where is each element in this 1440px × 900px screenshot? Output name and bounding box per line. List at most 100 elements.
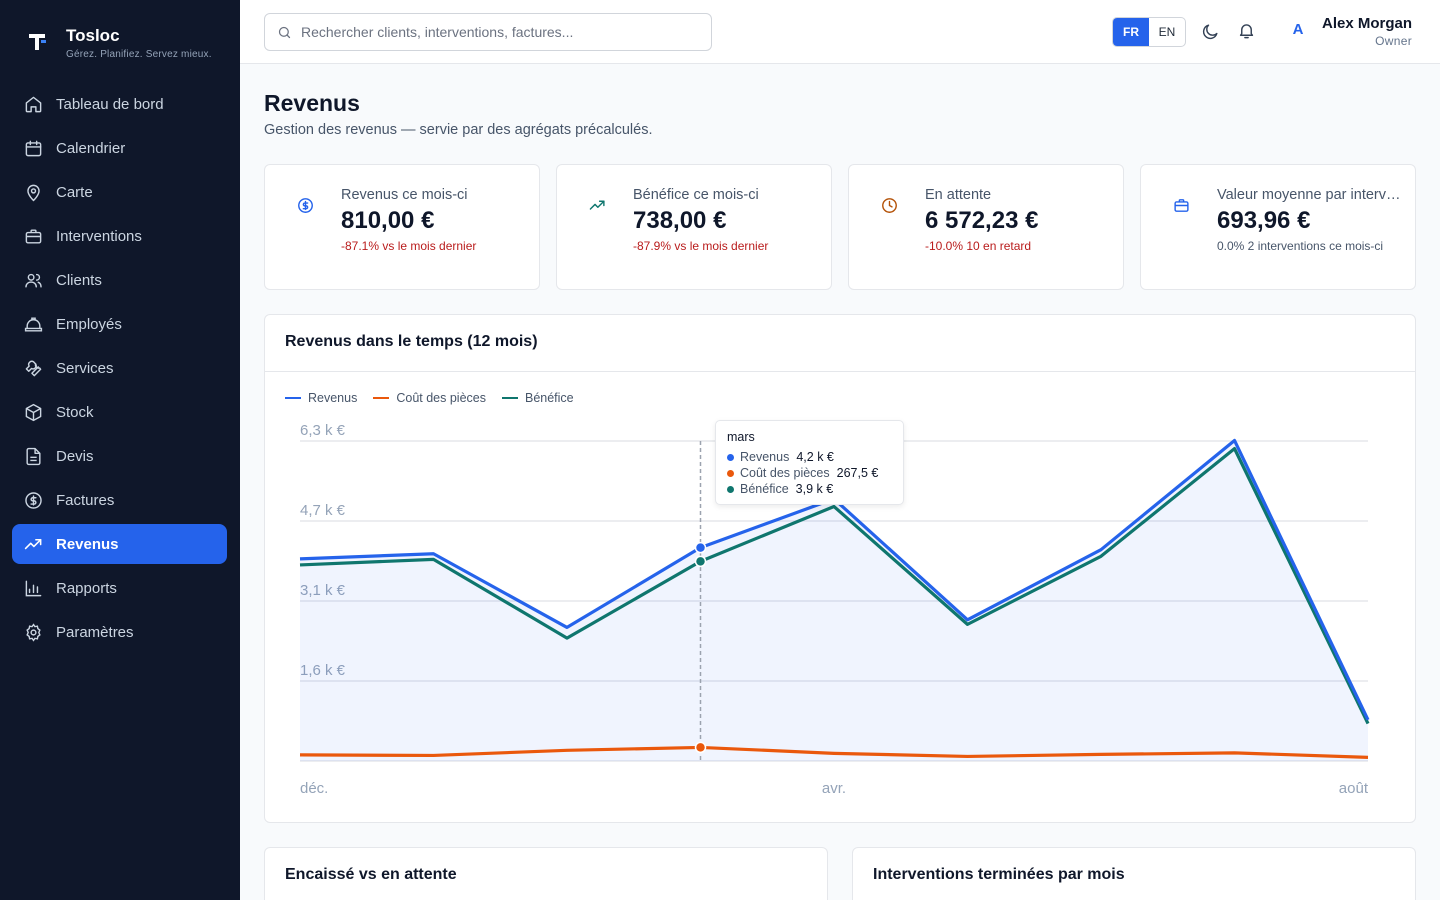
sidebar-item-map[interactable]: Carte	[12, 172, 227, 212]
sidebar-item-label: Services	[56, 359, 114, 377]
series-line-2	[299, 447, 1370, 725]
kpi-label: Revenus ce mois-ci	[341, 187, 468, 203]
kpi-value: 693,96 €	[1217, 207, 1311, 234]
sidebar-item-label: Revenus	[56, 535, 119, 553]
search-input[interactable]	[301, 24, 701, 40]
briefcase-icon	[1174, 199, 1189, 212]
lang-fr-button[interactable]: FR	[1113, 18, 1149, 46]
map-pin-icon	[27, 184, 40, 201]
user-role: Owner	[1375, 34, 1412, 48]
tooltip-row: Bénéfice 3,9 k €	[727, 481, 892, 497]
y-tick-label: 4,7 k €	[300, 502, 346, 519]
legend-swatch	[501, 397, 518, 399]
sidebar-item-stock[interactable]: Stock	[12, 392, 227, 432]
tooltip-dot	[727, 485, 734, 493]
highlight-point-1	[694, 741, 707, 754]
kpi-card-revenue: Revenus ce mois-ci 810,00 € -87.1% vs le…	[264, 164, 540, 290]
tooltip-series-name: Bénéfice	[740, 482, 789, 496]
sidebar-item-label: Factures	[56, 491, 115, 509]
page-subtitle: Gestion des revenus — servie par des agr…	[264, 122, 653, 138]
sidebar-nav: Tableau de bord Calendrier Carte Interve…	[12, 84, 227, 656]
chart-legend: Revenus Coût des pièces Bénéfice	[285, 391, 574, 405]
tooltip-dot	[727, 469, 734, 477]
legend-item-revenue[interactable]: Revenus	[285, 391, 357, 405]
search-box[interactable]	[264, 13, 712, 51]
kpi-delta: -87.9% vs le mois dernier	[633, 239, 769, 253]
avatar[interactable]: A	[1292, 21, 1304, 38]
sidebar-item-label: Stock	[56, 403, 94, 421]
sidebar-item-calendar[interactable]: Calendrier	[12, 128, 227, 168]
briefcase-icon	[25, 228, 42, 244]
search-icon	[278, 26, 291, 38]
lang-en-button[interactable]: EN	[1158, 25, 1176, 39]
topbar: FR EN A Alex Morgan Owner	[240, 0, 1440, 64]
legend-label: Bénéfice	[524, 391, 574, 405]
series-line-1	[299, 745, 1369, 759]
moon-icon[interactable]	[1201, 22, 1220, 41]
tooltip-series-value: 4,2 k €	[796, 450, 834, 464]
highlight-point-2	[694, 555, 707, 568]
legend-label: Coût des pièces	[396, 391, 486, 405]
sidebar-item-services[interactable]: Services	[12, 348, 227, 388]
clock-icon	[882, 198, 897, 213]
sidebar-item-quotes[interactable]: Devis	[12, 436, 227, 476]
trending-up-icon	[24, 538, 42, 549]
legend-item-profit[interactable]: Bénéfice	[501, 391, 574, 405]
page-title: Revenus	[264, 90, 360, 116]
hard-hat-icon	[24, 316, 43, 332]
revenue-line-chart[interactable]: 1,6 k € 3,1 k € 4,7 k € 6,3 k € déc. avr. août	[265, 415, 1415, 845]
sidebar-item-label: Paramètres	[56, 623, 134, 641]
sidebar-item-label: Clients	[56, 271, 102, 289]
divider	[265, 371, 1415, 372]
x-tick-label: avr.	[822, 780, 846, 797]
legend-item-parts-cost[interactable]: Coût des pièces	[373, 391, 486, 405]
kpi-card-average: Valeur moyenne par intervention 693,96 €…	[1140, 164, 1416, 290]
sidebar-item-invoices[interactable]: Factures	[12, 480, 227, 520]
user-menu[interactable]: Alex Morgan Owner	[1322, 15, 1412, 48]
sidebar-item-label: Interventions	[56, 227, 142, 245]
y-tick-label: 6,3 k €	[300, 422, 346, 439]
logo-icon	[29, 34, 46, 50]
sidebar-item-employees[interactable]: Employés	[12, 304, 227, 344]
dollar-circle-icon	[298, 198, 313, 213]
legend-swatch	[373, 397, 390, 399]
sidebar-item-dashboard[interactable]: Tableau de bord	[12, 84, 227, 124]
sidebar-item-reports[interactable]: Rapports	[12, 568, 227, 608]
sidebar-item-settings[interactable]: Paramètres	[12, 612, 227, 652]
bell-icon[interactable]	[1237, 21, 1256, 40]
sidebar-item-revenue[interactable]: Revenus	[12, 524, 227, 564]
wrench-icon	[25, 360, 42, 376]
y-tick-label: 3,1 k €	[300, 582, 346, 599]
sidebar: Tosloc Gérez. Planifiez. Servez mieux. T…	[0, 0, 240, 900]
tooltip-series-value: 3,9 k €	[795, 482, 834, 496]
home-icon	[25, 96, 42, 112]
sidebar-item-label: Rapports	[56, 579, 117, 597]
legend-label: Revenus	[308, 391, 358, 405]
tooltip-dot	[727, 453, 734, 461]
dollar-circle-icon	[25, 491, 42, 509]
x-tick-label: août	[1339, 780, 1369, 797]
brand-name: Tosloc	[66, 26, 120, 45]
kpi-label: Bénéfice ce mois-ci	[633, 187, 759, 203]
file-icon	[26, 447, 41, 465]
sidebar-item-clients[interactable]: Clients	[12, 260, 227, 300]
sidebar-item-label: Employés	[56, 315, 122, 333]
brand-tagline: Gérez. Planifiez. Servez mieux.	[66, 49, 212, 60]
kpi-value: 6 572,23 €	[925, 207, 1039, 234]
tooltip-series-value: 267,5 €	[836, 466, 879, 480]
tooltip-series-name: Revenus	[740, 450, 790, 464]
tooltip-title: mars	[727, 430, 755, 444]
sidebar-item-interventions[interactable]: Interventions	[12, 216, 227, 256]
tooltip-series-name: Coût des pièces	[740, 466, 830, 480]
revenue-area	[300, 440, 1368, 761]
tooltip-row: Coût des pièces 267,5 €	[727, 465, 892, 481]
language-switch: FR EN	[1112, 17, 1186, 47]
brand[interactable]: Tosloc Gérez. Planifiez. Servez mieux.	[28, 26, 212, 60]
sidebar-item-label: Calendrier	[56, 139, 126, 157]
kpi-delta: 0.0% 2 interventions ce mois-ci	[1217, 239, 1384, 253]
box-icon	[25, 403, 42, 421]
sidebar-item-label: Carte	[56, 183, 93, 201]
kpi-card-pending: En attente 6 572,23 € -10.0% 10 en retar…	[848, 164, 1124, 290]
panel-title: Interventions terminées par mois	[873, 866, 1125, 883]
chart-tooltip: mars Revenus 4,2 k € Coût des pièces 267…	[715, 420, 904, 505]
